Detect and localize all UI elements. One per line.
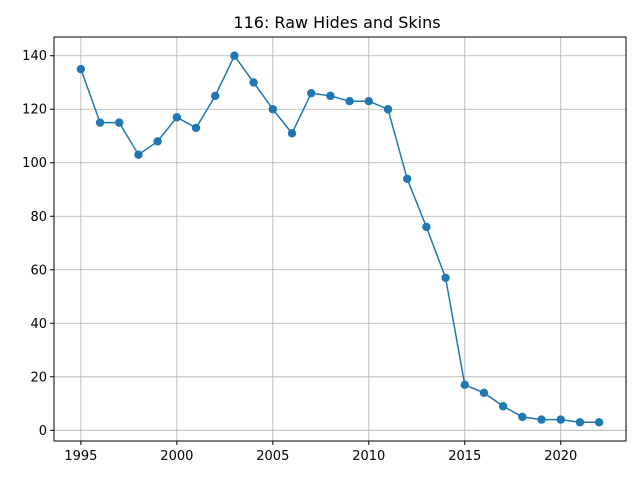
axis-ticks: 1995 2000 2005 2010 2015 2020 0 20 40 60 80 100 120 1… bbox=[22, 49, 577, 464]
data-point bbox=[307, 88, 316, 98]
data-point bbox=[115, 118, 124, 127]
data-point bbox=[383, 105, 393, 114]
chart-title: 116: Raw Hides and Skins bbox=[233, 13, 440, 32]
x-tick-label: 2010 bbox=[352, 449, 385, 464]
y-tick-label: 20 bbox=[30, 370, 47, 385]
data-point bbox=[518, 412, 527, 422]
y-tick-label: 40 bbox=[30, 317, 47, 332]
data-point bbox=[326, 91, 335, 101]
data-point bbox=[345, 97, 354, 106]
data-point bbox=[537, 415, 546, 424]
data-point bbox=[364, 97, 373, 106]
data-point bbox=[268, 105, 278, 114]
y-tick-label: 140 bbox=[22, 49, 47, 64]
grid-lines bbox=[54, 37, 626, 441]
data-point bbox=[172, 113, 182, 122]
x-tick-label: 2000 bbox=[160, 449, 193, 464]
data-point bbox=[249, 78, 258, 87]
data-point bbox=[575, 418, 585, 427]
data-point bbox=[460, 380, 469, 390]
x-tick-label: 2015 bbox=[448, 449, 481, 464]
y-tick-label: 120 bbox=[22, 103, 47, 118]
data-point bbox=[211, 91, 220, 101]
data-point bbox=[191, 123, 201, 133]
data-point bbox=[287, 129, 297, 138]
plot-area-frame bbox=[53, 36, 627, 442]
data-point bbox=[422, 222, 431, 232]
y-tick-label: 100 bbox=[22, 156, 47, 171]
y-tick-label: 60 bbox=[30, 263, 47, 278]
y-tick-label: 0 bbox=[39, 424, 47, 439]
data-point bbox=[402, 174, 412, 184]
data-point bbox=[441, 273, 450, 282]
data-point bbox=[498, 402, 508, 411]
x-tick-label: 1995 bbox=[64, 449, 97, 464]
data-point bbox=[134, 150, 143, 159]
series-line bbox=[80, 54, 600, 424]
data-point bbox=[479, 388, 489, 398]
y-tick-label: 80 bbox=[30, 210, 47, 225]
data-point bbox=[556, 415, 565, 424]
data-point bbox=[153, 137, 162, 146]
data-point bbox=[95, 118, 105, 127]
data-point bbox=[594, 418, 604, 427]
data-point bbox=[76, 64, 86, 74]
x-tick-label: 2005 bbox=[256, 449, 289, 464]
x-tick-label: 2020 bbox=[544, 449, 577, 464]
data-point bbox=[230, 51, 239, 60]
data-series bbox=[76, 51, 604, 427]
